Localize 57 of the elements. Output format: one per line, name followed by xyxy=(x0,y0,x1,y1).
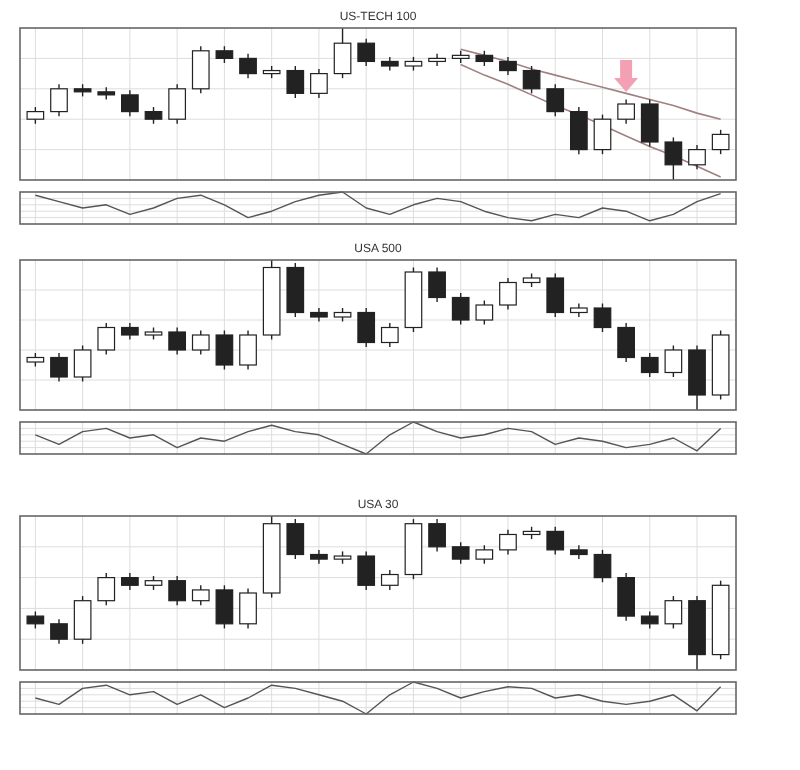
candlestick xyxy=(546,526,565,556)
candlestick xyxy=(215,329,234,371)
candlestick xyxy=(617,572,635,622)
candlestick xyxy=(664,136,683,181)
candlestick xyxy=(97,322,116,356)
candlestick xyxy=(428,53,446,67)
candlestick xyxy=(640,352,659,378)
candlestick xyxy=(593,302,612,333)
candlestick xyxy=(664,344,683,378)
candlestick xyxy=(357,307,376,348)
candlestick xyxy=(191,45,210,95)
candlestick xyxy=(97,572,116,607)
candlestick xyxy=(50,83,68,117)
candlestick xyxy=(475,299,494,326)
candlestick xyxy=(617,98,635,125)
candlestick xyxy=(121,89,139,117)
candlestick xyxy=(191,584,210,607)
candlestick xyxy=(451,292,470,326)
candlestick xyxy=(50,618,68,645)
candlestick xyxy=(168,83,187,125)
candlestick xyxy=(688,144,706,171)
candlestick xyxy=(499,56,517,76)
candlestick xyxy=(357,550,376,591)
candlestick xyxy=(617,322,635,363)
candlestick xyxy=(168,575,187,607)
candlestick xyxy=(499,277,517,311)
candlestick xyxy=(239,329,257,371)
candlestick xyxy=(50,352,68,383)
candlestick xyxy=(286,262,305,318)
candlestick xyxy=(168,326,187,356)
candlestick xyxy=(640,98,659,148)
candlestick xyxy=(286,65,305,99)
candlestick xyxy=(380,322,399,348)
candlestick xyxy=(333,27,352,79)
candlestick xyxy=(310,68,328,99)
candlestick xyxy=(191,329,210,356)
candlestick xyxy=(380,569,399,591)
candlestick xyxy=(546,83,565,117)
candlestick xyxy=(428,266,446,303)
candlestick xyxy=(475,544,494,565)
candlestick xyxy=(664,595,683,630)
candlestick xyxy=(73,344,92,383)
candlestick xyxy=(286,518,305,560)
candlestick xyxy=(593,113,612,155)
candlestick xyxy=(546,272,565,318)
candlestick xyxy=(569,106,588,155)
candlestick xyxy=(522,65,541,95)
candlestick xyxy=(215,584,234,630)
candlestick xyxy=(239,587,257,630)
candlestick xyxy=(239,53,257,79)
candlestick xyxy=(711,129,730,155)
candlestick xyxy=(499,529,517,556)
candlestick xyxy=(428,518,446,553)
candlestick xyxy=(357,37,376,67)
candlestick xyxy=(451,541,470,565)
candlestick xyxy=(593,549,612,583)
candlestick xyxy=(73,595,92,645)
